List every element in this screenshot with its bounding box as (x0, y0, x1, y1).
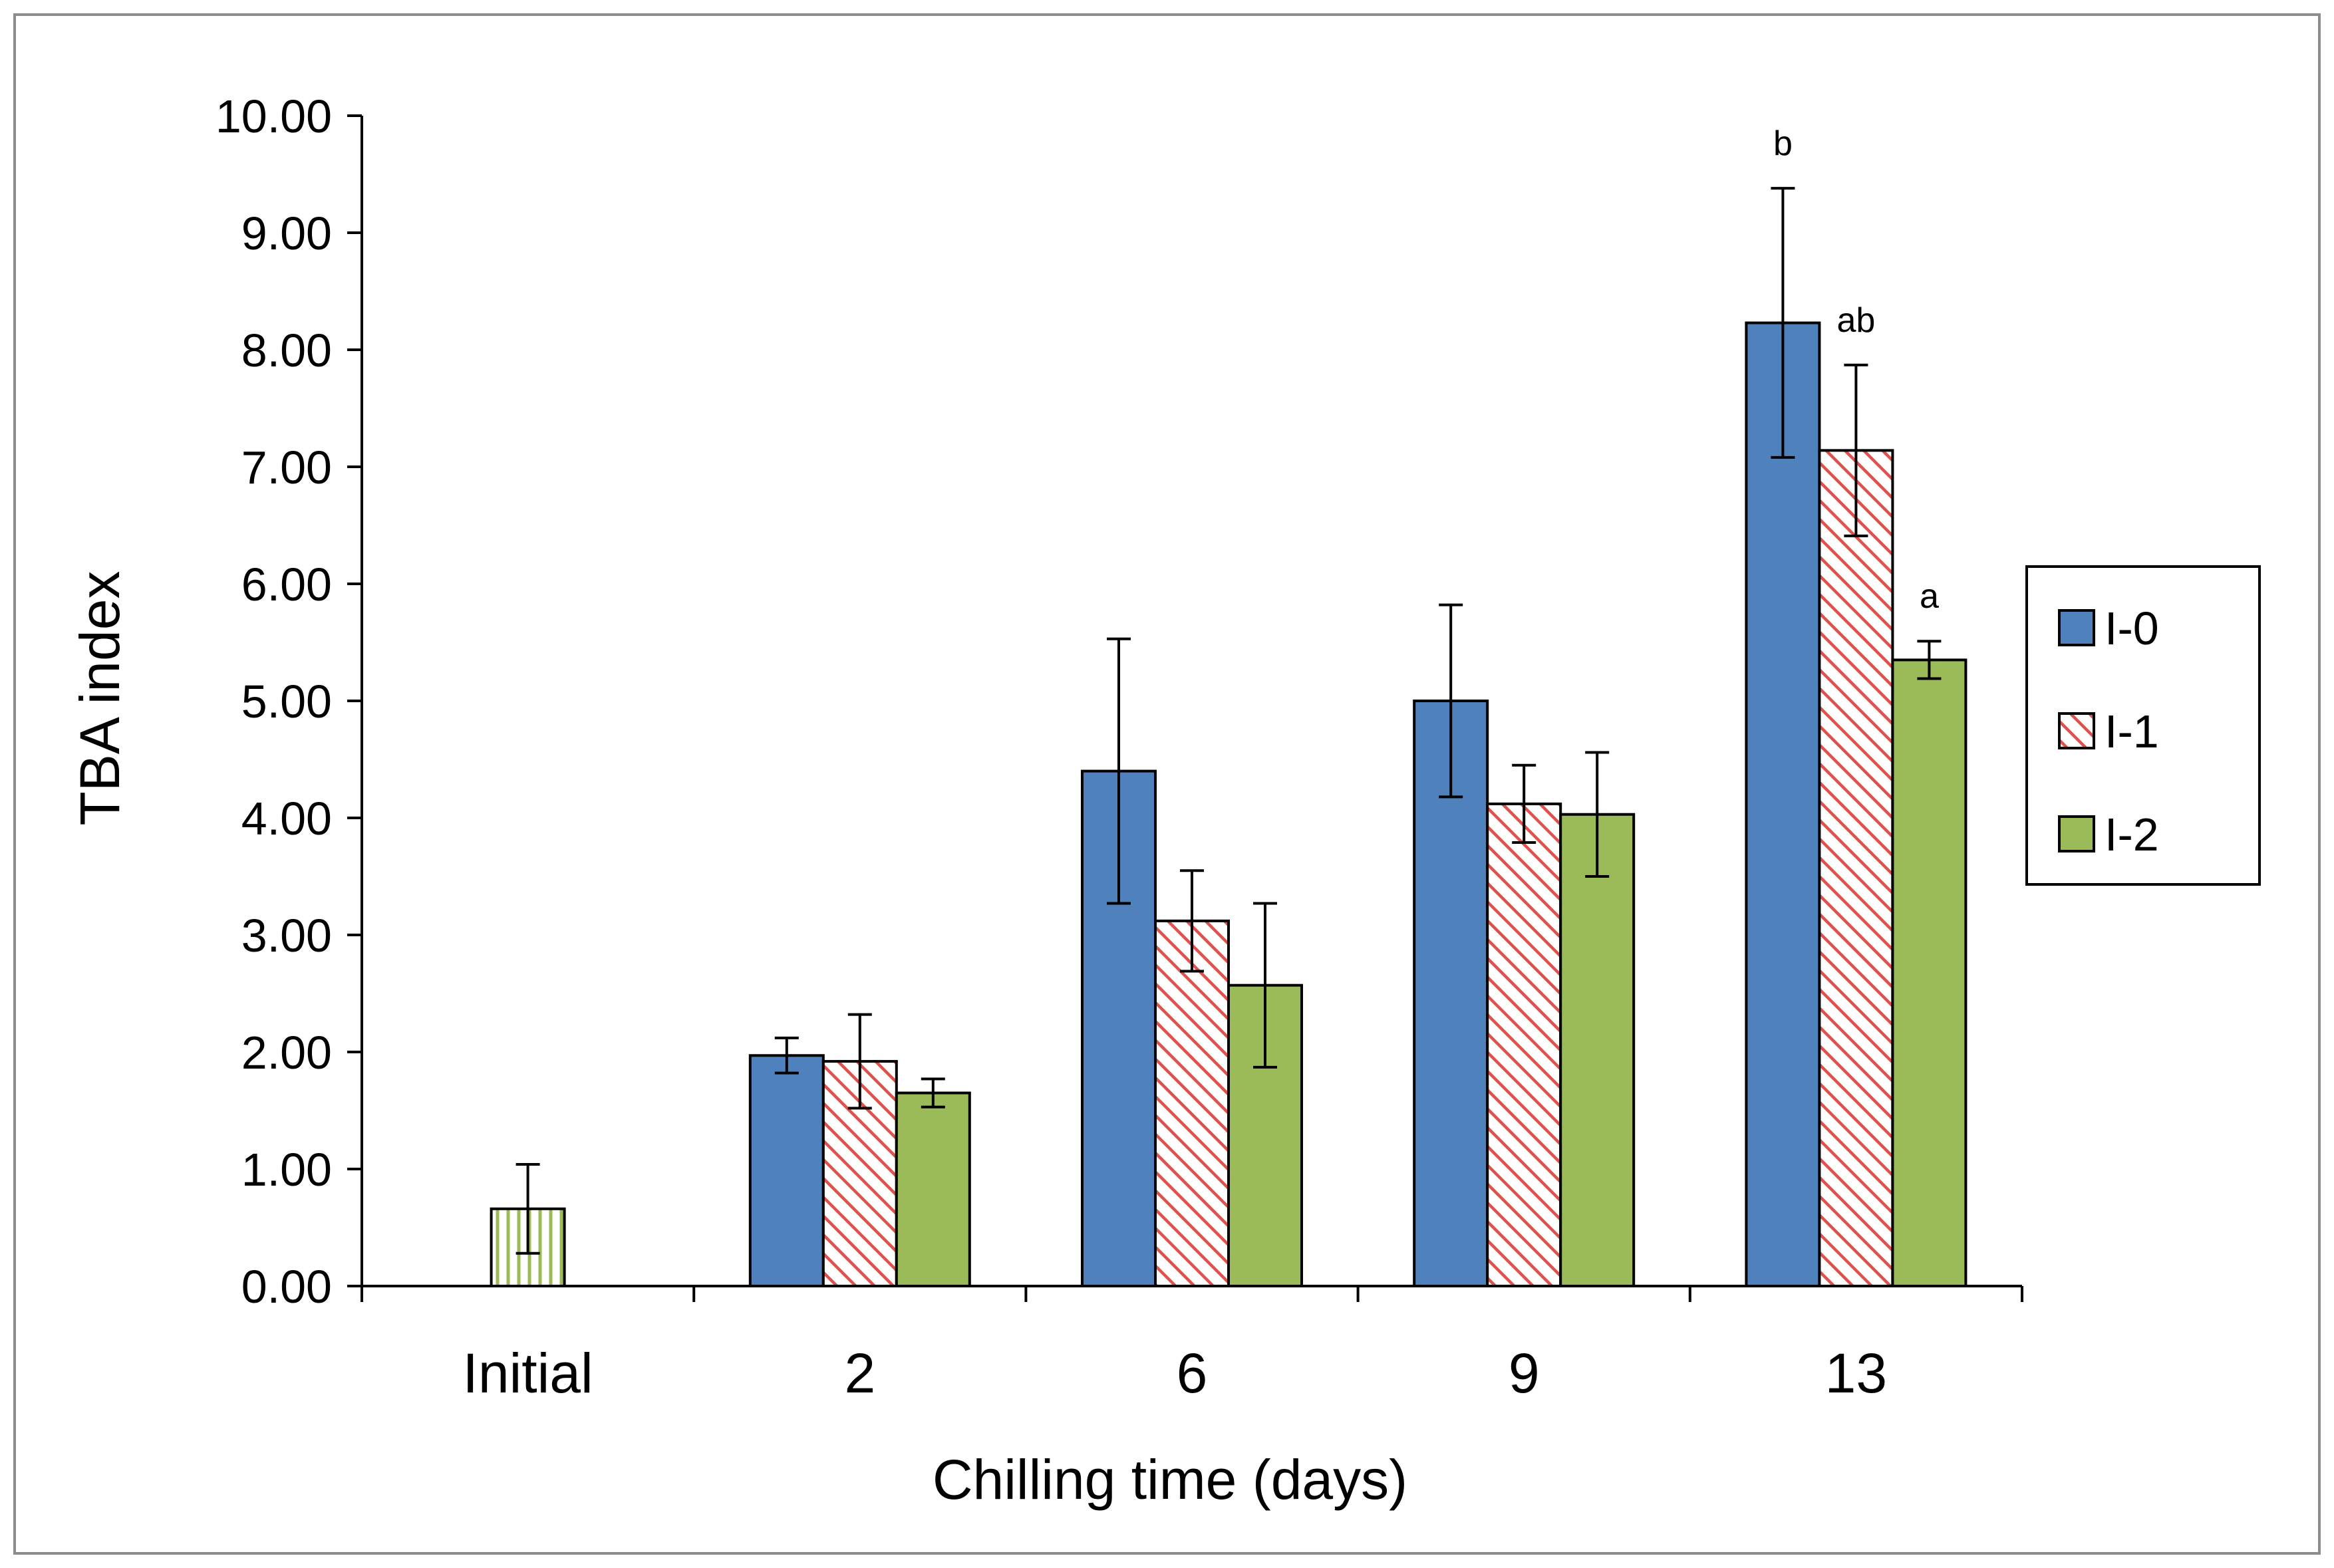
y-tick-label: 4.00 (241, 793, 332, 845)
significance-letter: ab (1836, 301, 1875, 340)
x-tick-label: 9 (1509, 1342, 1540, 1404)
bar-I-2-2 (895, 1091, 971, 1287)
y-tick-label: 10.00 (216, 90, 332, 142)
bar-I-2-13 (1891, 658, 1968, 1287)
legend-swatch (2058, 609, 2095, 646)
y-tick-label: 9.00 (241, 207, 332, 259)
legend-swatch (2058, 712, 2095, 749)
bars (490, 321, 1968, 1288)
chart-frame: 0.00 1.00 2.00 3.00 4.00 5.00 6.00 7.00 8.00 9.00… (13, 13, 2321, 1555)
error-bars (515, 187, 1942, 1255)
legend: I-0 I-1 I-2 (2025, 565, 2261, 886)
bar-I-0-9 (1413, 700, 1489, 1287)
legend-label: I-2 (2105, 809, 2159, 860)
x-tick-label: 13 (1825, 1342, 1887, 1404)
bar-I-1-13 (1818, 449, 1894, 1287)
significance-letters: b ab a (1773, 124, 1939, 616)
y-tick-label: 6.00 (241, 559, 332, 610)
y-tick-label: 8.00 (241, 325, 332, 376)
y-tick-label: 0.00 (241, 1261, 332, 1313)
y-tick-label: 2.00 (241, 1027, 332, 1079)
y-tick-label: 7.00 (241, 442, 332, 493)
x-axis: Initial 2 6 9 13 (361, 1285, 2023, 1404)
bar-I-2-9 (1559, 813, 1636, 1287)
y-tick-label: 3.00 (241, 910, 332, 962)
y-axis: 0.00 1.00 2.00 3.00 4.00 5.00 6.00 7.00 8.00 9.00… (216, 90, 363, 1313)
x-axis-title: Chilling time (days) (933, 1448, 1407, 1511)
significance-letter: a (1920, 577, 1939, 616)
bar-I-1-6 (1154, 919, 1230, 1287)
significance-letter: b (1773, 124, 1793, 163)
legend-swatch (2058, 815, 2095, 852)
legend-label: I-1 (2105, 706, 2159, 757)
y-axis-title: TBA index (69, 571, 131, 826)
legend-label: I-0 (2105, 602, 2159, 654)
bar-I-0-13 (1745, 321, 1821, 1287)
y-tick-label: 1.00 (241, 1144, 332, 1196)
bar-I-0-2 (748, 1054, 825, 1288)
x-tick-label: Initial (463, 1342, 593, 1404)
x-tick-label: 2 (844, 1342, 875, 1404)
y-tick-label: 5.00 (241, 676, 332, 727)
bar-chart: 0.00 1.00 2.00 3.00 4.00 5.00 6.00 7.00 8.00 9.00… (69, 90, 2261, 1511)
x-tick-label: 6 (1177, 1342, 1208, 1404)
bar-I-1-9 (1486, 802, 1562, 1287)
